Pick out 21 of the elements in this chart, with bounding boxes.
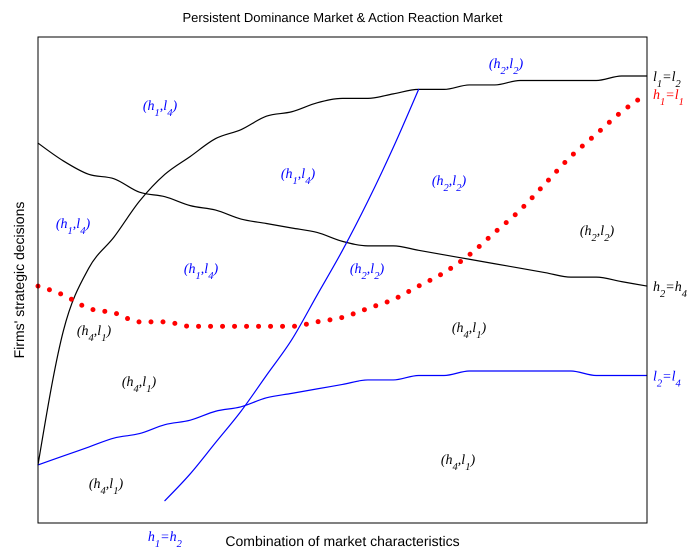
series-label: h$_{2}$=h$_{4}$ — [653, 280, 688, 300]
annotation: (h$_{2}$,l$_{2}$) — [350, 262, 384, 282]
annotation: (h$_{2}$,l$_{2}$) — [580, 224, 614, 244]
text: h$_{1}$=h$_{2}$ — [148, 530, 183, 549]
chart-title: Persistent Dominance Market & Action Reaction Market — [182, 10, 503, 25]
annotation: (h$_{4}$,l$_{1}$) — [452, 321, 486, 340]
annotation: (h$_{1}$,l$_{4}$) — [184, 262, 218, 282]
y-axis-title: Firms' strategic decisions — [11, 202, 27, 358]
series-label: l$_{2}$=l$_{4}$ — [653, 369, 682, 389]
annotation: (h$_{1}$,l$_{4}$) — [56, 217, 90, 236]
annotation: (h$_{1}$,l$_{4}$) — [280, 167, 316, 186]
annotation: (h$_{4}$,l$_{1}$) — [76, 324, 112, 344]
annotation: (h$_{1}$,l$_{4}$) — [142, 99, 178, 118]
annotation: (h$_{4}$,l$_{1}$) — [440, 453, 476, 472]
annotation: (h$_{2}$,l$_{2}$) — [488, 57, 524, 76]
x-axis-title: Combination of market characteristics — [225, 533, 460, 549]
annotation: (h$_{4}$,l$_{1}$) — [88, 477, 124, 496]
annotation: (h$_{4}$,l$_{1}$) — [122, 375, 156, 394]
series-label: l$_{1}$=l$_{2}$ — [653, 70, 682, 90]
annotation: (h$_{2}$,l$_{2}$) — [432, 174, 466, 194]
series-label: h$_{1}$=l$_{1}$ — [653, 88, 684, 108]
